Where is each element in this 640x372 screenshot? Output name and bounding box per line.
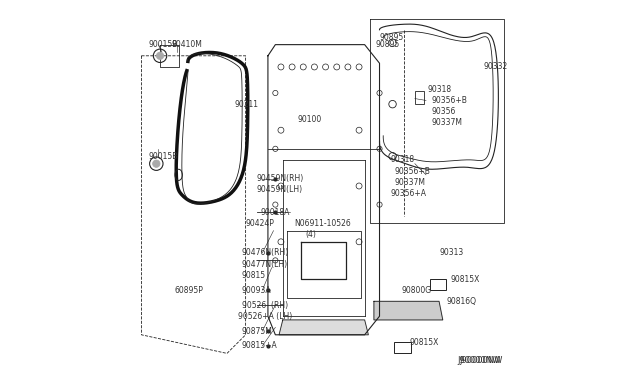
Text: 90356: 90356 <box>431 107 456 116</box>
Text: J90000NW: J90000NW <box>460 356 503 365</box>
Text: 90875M: 90875M <box>242 327 273 336</box>
Text: 90100: 90100 <box>298 115 322 124</box>
Text: 90476N(RH): 90476N(RH) <box>242 248 289 257</box>
Text: 90459N(RH): 90459N(RH) <box>257 174 304 183</box>
Text: 90815: 90815 <box>242 271 266 280</box>
Text: 90815X: 90815X <box>410 338 438 347</box>
Text: 90816Q: 90816Q <box>447 297 476 306</box>
Text: 90424P: 90424P <box>246 219 275 228</box>
Text: 90318: 90318 <box>390 155 415 164</box>
Text: 90477N(LH): 90477N(LH) <box>242 260 288 269</box>
Bar <box>415 91 424 104</box>
Text: 90895: 90895 <box>376 40 400 49</box>
Text: 90526  (RH): 90526 (RH) <box>242 301 288 310</box>
Text: 90337M: 90337M <box>431 118 463 127</box>
Bar <box>394 342 411 353</box>
Text: 90015B: 90015B <box>149 152 179 161</box>
Circle shape <box>156 52 164 60</box>
Text: 90018A: 90018A <box>260 208 290 217</box>
Text: 90356+B: 90356+B <box>394 167 430 176</box>
Text: 90815+A: 90815+A <box>242 341 278 350</box>
Polygon shape <box>279 320 369 335</box>
Text: 60895P: 60895P <box>175 286 204 295</box>
Bar <box>429 279 447 290</box>
Text: 90015B: 90015B <box>149 40 179 49</box>
Text: 90356+A: 90356+A <box>390 189 427 198</box>
Text: 90313: 90313 <box>439 248 463 257</box>
Text: 90318: 90318 <box>428 85 452 94</box>
Text: N06911-10526: N06911-10526 <box>294 219 351 228</box>
Text: 90093A: 90093A <box>242 286 271 295</box>
Text: (4): (4) <box>305 230 316 239</box>
Text: J90000NW: J90000NW <box>458 356 501 365</box>
Text: 90815X: 90815X <box>450 275 479 283</box>
Text: 90800G: 90800G <box>402 286 432 295</box>
Text: 90410M: 90410M <box>172 40 202 49</box>
Text: 90459N(LH): 90459N(LH) <box>257 185 303 194</box>
Text: 90332: 90332 <box>484 62 508 71</box>
Text: 90356+B: 90356+B <box>431 96 467 105</box>
Circle shape <box>152 160 160 167</box>
Text: 90337M: 90337M <box>394 178 426 187</box>
Text: 90211: 90211 <box>234 100 259 109</box>
Polygon shape <box>374 301 443 320</box>
Text: 90895: 90895 <box>380 33 404 42</box>
Text: 90526+A (LH): 90526+A (LH) <box>238 312 292 321</box>
